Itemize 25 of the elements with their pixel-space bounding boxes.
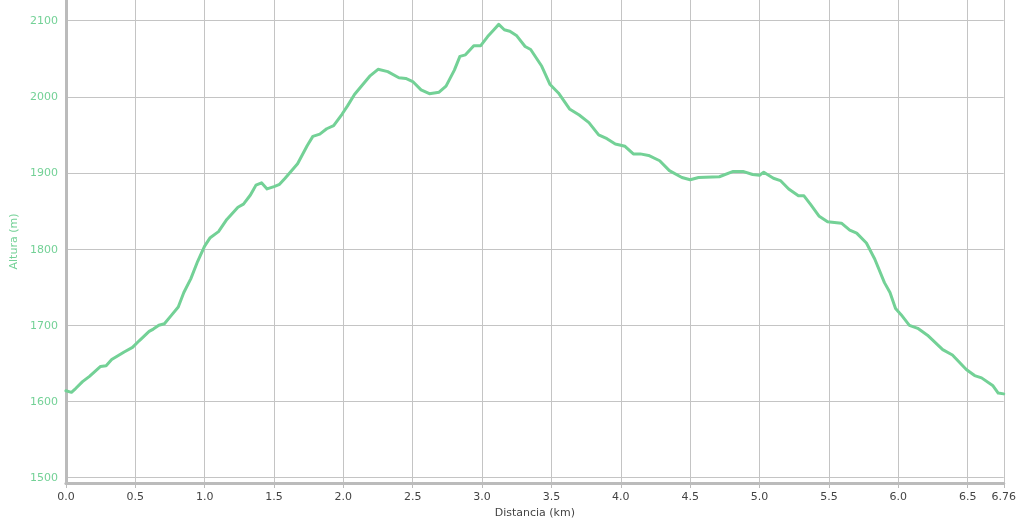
x-tick-label: 6.76: [991, 490, 1016, 503]
y-tick-label: 2100: [29, 14, 58, 28]
x-tick-label: 3.0: [473, 490, 491, 503]
x-tick-label: 4.5: [681, 490, 699, 503]
x-tick-label: 3.5: [542, 490, 561, 503]
x-tick-label: 5.0: [750, 490, 769, 503]
x-tick-label: 1.0: [195, 490, 214, 503]
line-series: [64, 22, 1006, 396]
y-axis-title: Altura (m): [7, 213, 20, 270]
x-tick-label: 4.0: [612, 490, 630, 503]
x-tick-label: 0.5: [126, 490, 145, 503]
x-tick-label: 2.5: [403, 490, 422, 503]
y-tick-label: 1800: [29, 242, 58, 256]
y-tick-label: 1600: [29, 394, 58, 408]
x-axis-title: Distancia (km): [494, 506, 575, 519]
x-tick-label: 6.0: [889, 490, 908, 503]
y-tick-label: 1700: [29, 318, 58, 332]
x-tick-label: 0.0: [57, 490, 75, 503]
x-tick-label: 2.0: [334, 490, 353, 503]
x-tick-label: 6.5: [958, 490, 977, 503]
y-tick-label: 1500: [29, 471, 58, 485]
x-tick-label: 5.5: [820, 490, 838, 503]
y-tick-label: 1900: [29, 166, 58, 180]
y-tick-label: 2000: [29, 90, 58, 104]
x-tick-label: 1.5: [265, 490, 283, 503]
